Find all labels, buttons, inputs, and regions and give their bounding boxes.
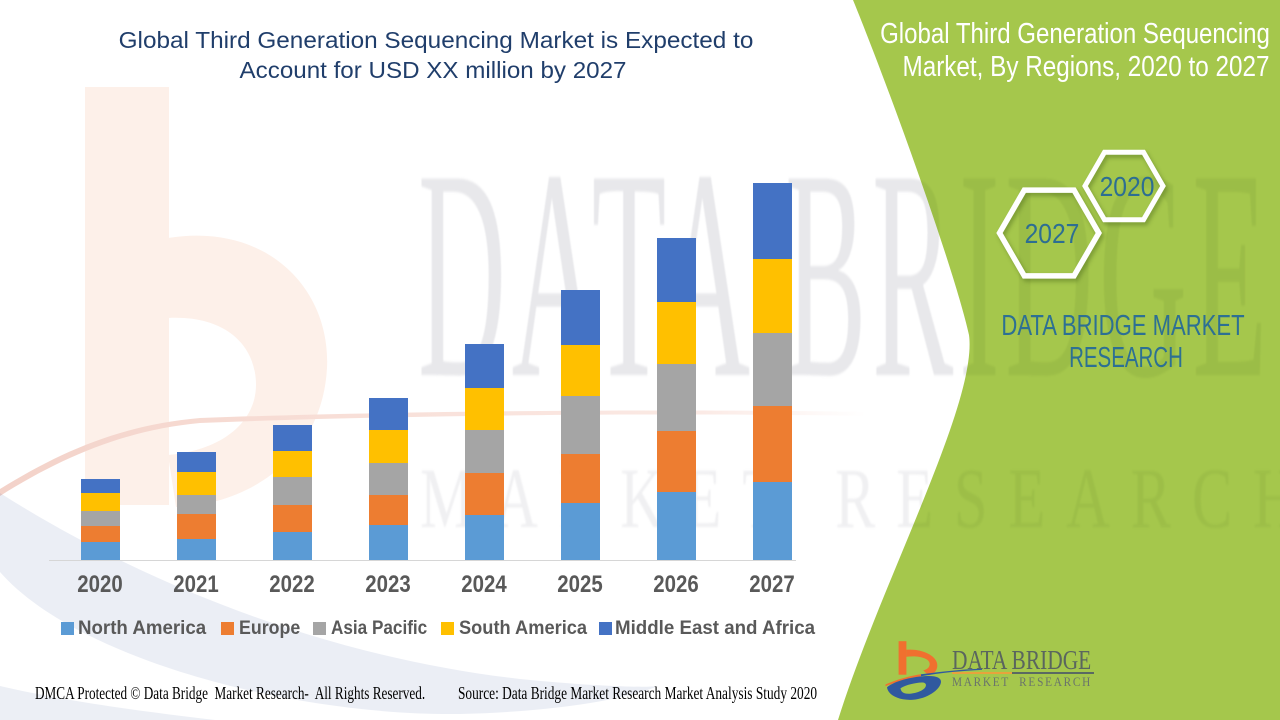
svg-text:2020: 2020 [1100,171,1155,203]
svg-text:2027: 2027 [1025,218,1080,250]
